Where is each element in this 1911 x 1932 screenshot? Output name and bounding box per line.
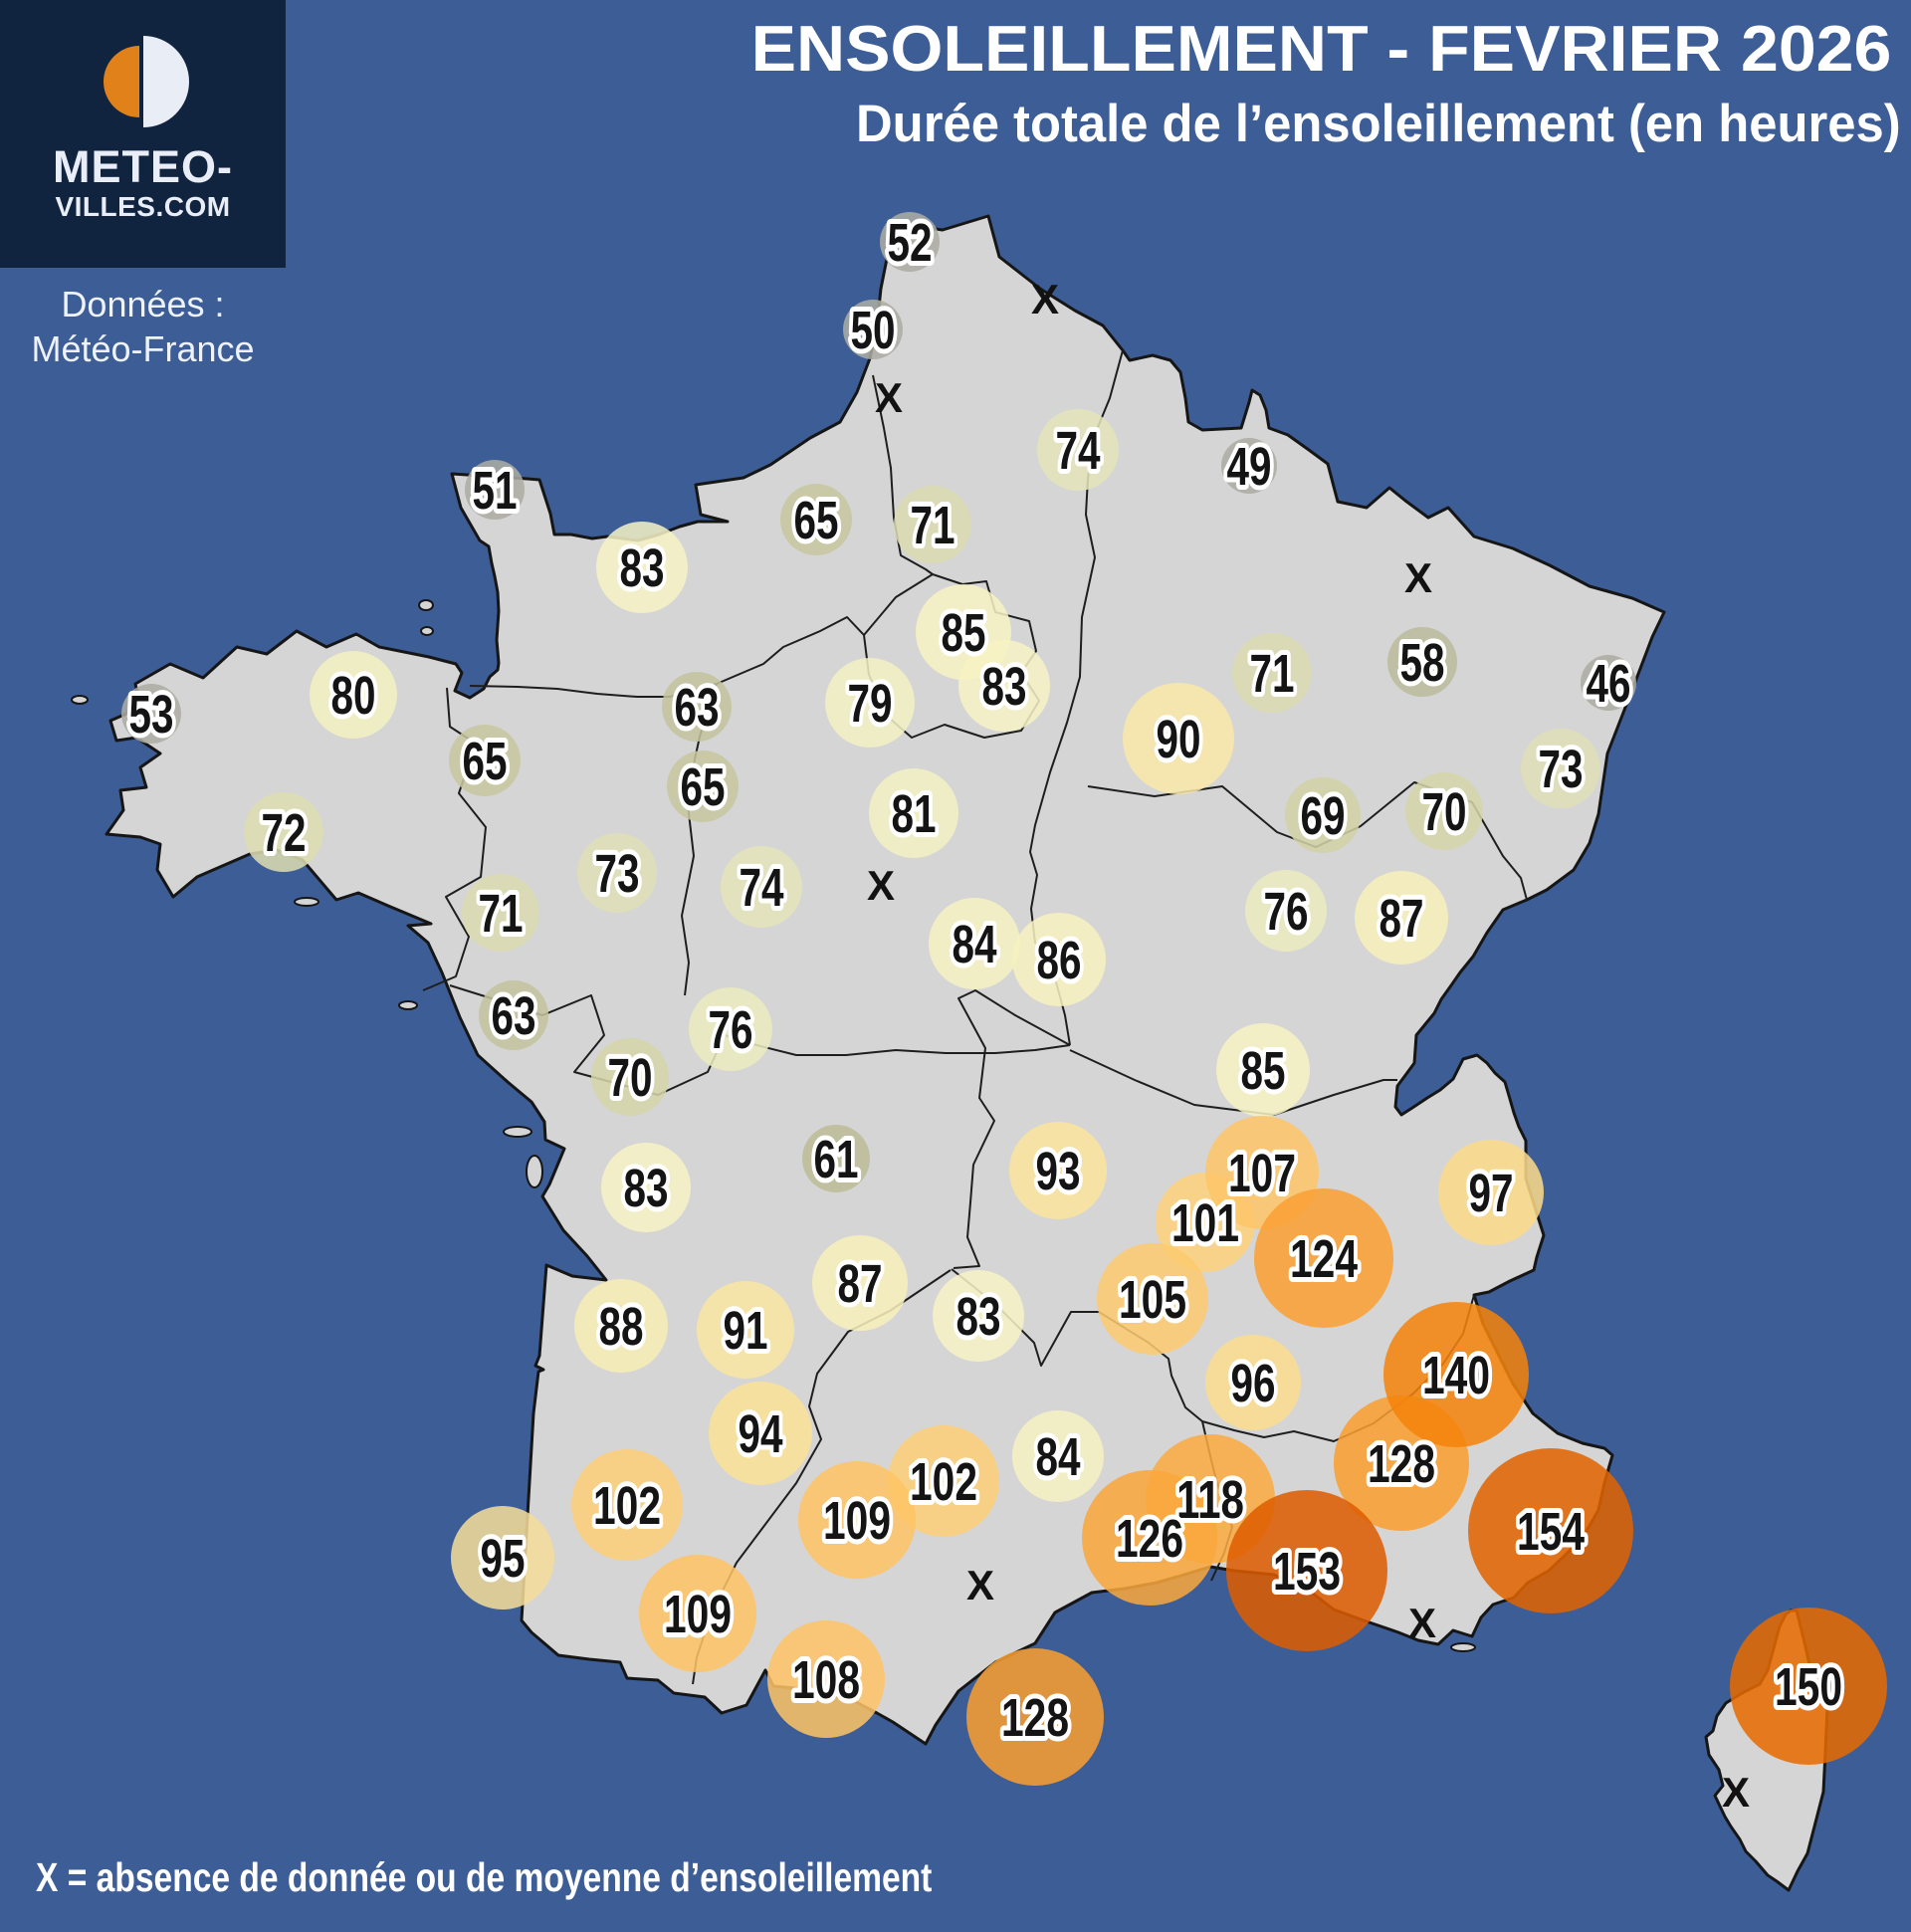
svg-text:69: 69 — [1301, 786, 1346, 846]
svg-text:70: 70 — [608, 1048, 653, 1108]
svg-text:107: 107 — [1228, 1144, 1296, 1203]
svg-text:63: 63 — [675, 678, 720, 738]
svg-text:118: 118 — [1176, 1470, 1244, 1530]
svg-text:76: 76 — [1264, 882, 1309, 942]
svg-text:90: 90 — [1157, 710, 1201, 769]
svg-text:91: 91 — [724, 1301, 768, 1361]
svg-text:76: 76 — [709, 1000, 753, 1060]
svg-text:87: 87 — [838, 1254, 883, 1314]
svg-text:X: X — [1408, 1600, 1436, 1646]
svg-text:102: 102 — [593, 1476, 661, 1536]
svg-text:X: X — [1031, 276, 1059, 322]
svg-text:51: 51 — [473, 461, 518, 521]
svg-text:71: 71 — [1250, 644, 1295, 704]
svg-text:128: 128 — [1001, 1688, 1069, 1748]
svg-text:84: 84 — [1036, 1427, 1081, 1487]
svg-text:97: 97 — [1469, 1164, 1514, 1223]
svg-text:71: 71 — [911, 496, 956, 555]
svg-text:83: 83 — [956, 1287, 1001, 1347]
svg-text:63: 63 — [492, 986, 536, 1046]
svg-text:X: X — [867, 862, 895, 909]
svg-text:79: 79 — [848, 674, 893, 734]
svg-text:108: 108 — [792, 1650, 860, 1710]
svg-text:128: 128 — [1368, 1434, 1435, 1494]
svg-text:49: 49 — [1227, 437, 1272, 497]
svg-text:93: 93 — [1036, 1142, 1081, 1201]
svg-text:109: 109 — [664, 1585, 732, 1644]
svg-text:X: X — [1722, 1769, 1750, 1816]
svg-text:102: 102 — [910, 1452, 977, 1512]
svg-text:126: 126 — [1116, 1509, 1183, 1569]
svg-text:83: 83 — [624, 1159, 669, 1218]
svg-text:72: 72 — [262, 803, 307, 863]
svg-text:109: 109 — [823, 1491, 891, 1551]
svg-text:53: 53 — [129, 685, 174, 745]
svg-text:65: 65 — [463, 732, 508, 791]
svg-text:150: 150 — [1775, 1657, 1842, 1717]
svg-text:87: 87 — [1380, 889, 1424, 949]
svg-text:70: 70 — [1422, 782, 1467, 842]
svg-text:95: 95 — [481, 1529, 526, 1589]
svg-text:58: 58 — [1400, 633, 1445, 693]
svg-text:X: X — [966, 1562, 994, 1609]
svg-text:84: 84 — [953, 915, 997, 974]
svg-text:153: 153 — [1273, 1542, 1341, 1602]
svg-text:86: 86 — [1037, 931, 1082, 990]
svg-text:X: X — [1404, 554, 1432, 601]
svg-text:73: 73 — [1539, 740, 1584, 799]
svg-text:65: 65 — [681, 757, 726, 817]
svg-text:83: 83 — [620, 538, 665, 598]
svg-text:X: X — [875, 374, 903, 421]
svg-text:83: 83 — [982, 657, 1027, 717]
svg-text:85: 85 — [1241, 1041, 1286, 1101]
svg-text:50: 50 — [851, 301, 896, 360]
svg-text:81: 81 — [892, 784, 937, 844]
svg-text:94: 94 — [739, 1404, 783, 1464]
svg-text:52: 52 — [888, 213, 933, 273]
svg-text:105: 105 — [1119, 1270, 1186, 1330]
svg-text:80: 80 — [331, 666, 376, 726]
svg-text:65: 65 — [794, 491, 839, 550]
svg-text:154: 154 — [1517, 1502, 1585, 1562]
svg-text:124: 124 — [1290, 1229, 1358, 1289]
svg-text:88: 88 — [599, 1297, 644, 1357]
svg-text:101: 101 — [1171, 1193, 1239, 1253]
svg-text:71: 71 — [479, 884, 524, 944]
svg-text:96: 96 — [1231, 1354, 1276, 1413]
svg-text:73: 73 — [595, 844, 640, 904]
svg-text:46: 46 — [1587, 654, 1631, 714]
svg-text:85: 85 — [942, 603, 986, 663]
svg-text:74: 74 — [1056, 421, 1101, 481]
svg-text:140: 140 — [1422, 1346, 1490, 1405]
svg-text:61: 61 — [814, 1130, 859, 1189]
svg-text:74: 74 — [740, 858, 784, 918]
